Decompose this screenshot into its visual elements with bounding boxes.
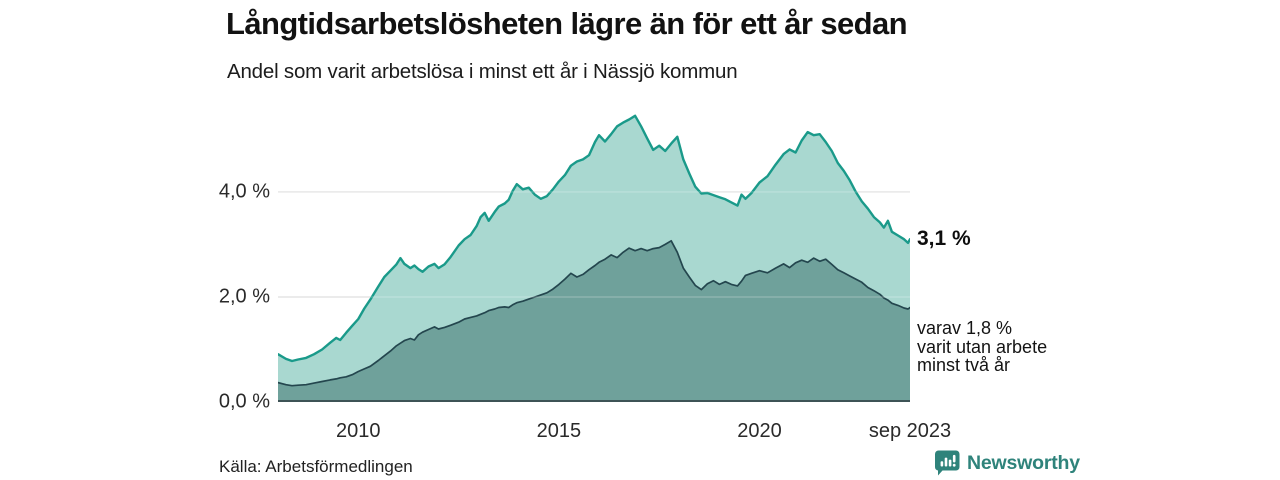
newsworthy-logo: Newsworthy — [935, 450, 1080, 476]
x-tick-label: 2010 — [336, 420, 381, 442]
series-line — [277, 239, 911, 387]
end-label-two-year-line1: varav 1,8 % — [917, 318, 1013, 338]
series-line — [276, 114, 912, 363]
newsworthy-icon — [935, 450, 960, 476]
y-tick-label: 4,0 % — [218, 180, 270, 203]
x-tick-label: 2015 — [536, 420, 582, 442]
x-tick-label: sep 2023 — [868, 420, 952, 442]
newsworthy-wordmark: Newsworthy — [967, 451, 1080, 474]
end-label-two-year: varav 1,8 % varit utan arbete minst två … — [917, 319, 1047, 375]
area-chart — [276, 114, 912, 403]
page-title: Långtidsarbetslösheten lägre än för ett … — [226, 6, 908, 41]
page-subtitle: Andel som varit arbetslösa i minst ett å… — [227, 60, 738, 83]
end-label-total: 3,1 % — [917, 227, 971, 250]
y-tick-label: 2,0 % — [218, 285, 270, 308]
series-area — [278, 240, 910, 402]
x-tick-label: 2020 — [737, 420, 782, 442]
source-text: Källa: Arbetsförmedlingen — [219, 457, 413, 476]
end-label-two-year-line2: varit utan arbete — [917, 336, 1048, 357]
y-tick-label: 0,0 % — [218, 390, 270, 413]
end-label-two-year-line3: minst två år — [917, 355, 1011, 375]
plot-area — [276, 110, 912, 403]
